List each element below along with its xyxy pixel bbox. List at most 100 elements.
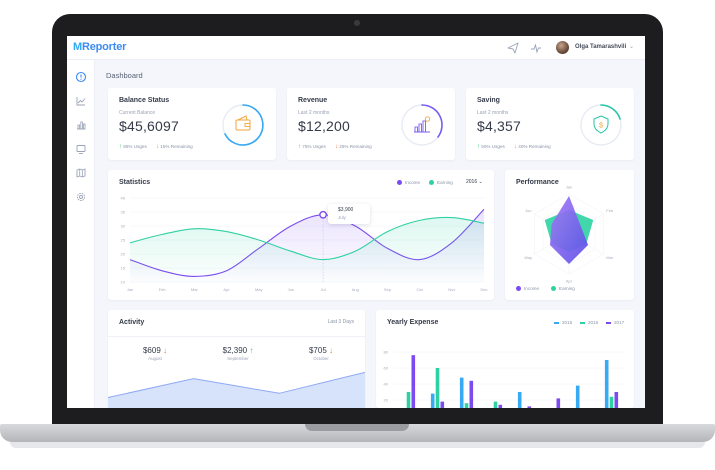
remaining-text: 15% Remaining [160,144,193,149]
bar-2015 [459,377,464,408]
usage-text: 85% Usges [123,144,147,149]
x-tick-label: Nov [448,287,455,292]
user-name[interactable]: Olga Tamarashvili [575,44,627,50]
bar-2017 [440,401,445,408]
radar-axis-label: Feb [606,208,614,213]
card-subtitle: Last 2 months [477,110,509,116]
activity-month: August [148,356,162,361]
usage-stat: ↑ 75% Usges [298,144,326,150]
y-tick-label: 20 [121,251,126,256]
map-icon[interactable] [74,166,88,180]
legend-dot [580,321,585,324]
y-tick-label: 80 [384,349,389,354]
chart-tooltip: $3,900 July [328,204,370,224]
legend-label: 2017 [614,320,625,325]
legend-dot [516,286,521,292]
chevron-down-icon[interactable]: ⌄ [629,44,635,50]
legend-dot [551,286,556,292]
laptop-camera [354,20,360,26]
arrow-up-icon: ↑ [298,144,301,150]
app-logo[interactable]: MReporter [73,41,126,53]
activity-september: $2,390 ↑ September [210,346,266,361]
avatar[interactable] [556,41,569,54]
activity-month: September [227,356,249,361]
bar-2015 [604,360,609,408]
performance-chart: Jan Feb Mar Apr May Jun [525,184,614,283]
card-title: Performance [516,179,559,186]
legend-label: Earning [559,286,575,291]
line-chart-icon[interactable] [74,94,88,108]
activity-icon[interactable] [530,42,542,54]
x-tick-label: Feb [159,287,167,292]
bar-chart-icon[interactable] [74,118,88,132]
activity-line [108,371,365,398]
card-value: $12,200 [298,118,351,134]
dashboard-screen: MReporter Olga Tamarashvili ⌄ [67,36,645,408]
y-tick-label: 30 [121,223,126,228]
y-tick-label: 40 [121,195,126,200]
radar-axis-label: Jan [566,184,572,189]
arrow-up-icon: ↑ [477,144,480,150]
saving-ring: $ [580,104,622,146]
legend-earning[interactable]: Earning [551,286,575,292]
x-tick-label: Jun [288,287,294,292]
legend-2015[interactable]: 2015 [554,320,572,325]
svg-text:$: $ [599,123,603,130]
series-line-earning [129,216,485,261]
x-tick-label: Mar [191,287,199,292]
remaining-text: 25% Remaining [339,144,372,149]
bar-2017 [527,406,532,408]
laptop-notch [305,424,409,431]
bar-2017 [556,398,561,408]
legend-label: Income [524,286,540,291]
legend-label: 2015 [562,320,573,325]
activity-area [108,372,365,408]
arrow-up-icon: ↑ [119,144,122,150]
legend-dot [606,321,611,324]
radar-axis-label: Mar [606,255,614,260]
bar-2016 [464,403,469,408]
activity-chart [108,371,365,408]
legend-label: 2016 [588,320,599,325]
page-title: Dashboard [106,71,143,80]
arrow-down-icon: ↓ [329,346,334,355]
bar-2017 [469,380,474,408]
bar-2016 [406,392,411,408]
activity-period: Last 3 Days [327,319,354,325]
legend-earning[interactable]: Earning [429,180,453,186]
statistics-card: Statistics Income Earning 2016 ⌄ 10 15 20 2… [108,170,494,300]
dashboard-icon[interactable] [74,70,88,84]
x-tick-label: Aug [352,287,359,292]
activity-card: Activity Last 3 Days $609 ↓ August $2,39… [108,310,365,408]
radar-axis-label: Apr [566,278,573,283]
activity-value: $609 [142,346,161,355]
legend-income[interactable]: Income [397,180,421,186]
legend-2017[interactable]: 2017 [606,320,624,325]
legend-income[interactable]: Income [516,286,540,292]
sidebar [67,60,95,408]
card-title: Statistics [119,179,151,186]
monitor-icon[interactable] [74,142,88,156]
logo-mark: M [73,41,82,53]
performance-card: Performance Jan Feb Mar Apr May Jun Income Ea… [505,170,634,300]
legend-2016[interactable]: 2016 [580,320,598,325]
y-tick-label: 25 [121,237,126,242]
bar-2015 [575,385,580,408]
growth-chart-icon [414,116,431,133]
activity-october: $705 ↓ October [296,346,346,361]
tooltip-value: $3,900 [338,207,354,213]
legend-dot [429,180,434,186]
usage-stat: ↑ 50% Usges [477,144,505,150]
laptop-base [0,424,715,442]
legend-label: Income [405,180,421,185]
divider [108,336,365,337]
remaining-stat: ↓ 40% Remaining [514,144,551,150]
year-select[interactable]: 2016 ⌄ [466,179,483,185]
legend-label: Earning [437,180,453,185]
logo-text: Reporter [81,41,127,53]
balance-ring [222,104,264,146]
remaining-stat: ↓ 15% Remaining [156,144,193,150]
settings-icon[interactable] [74,190,88,204]
send-icon[interactable] [507,42,519,54]
card-value: $45,6097 [119,118,179,134]
